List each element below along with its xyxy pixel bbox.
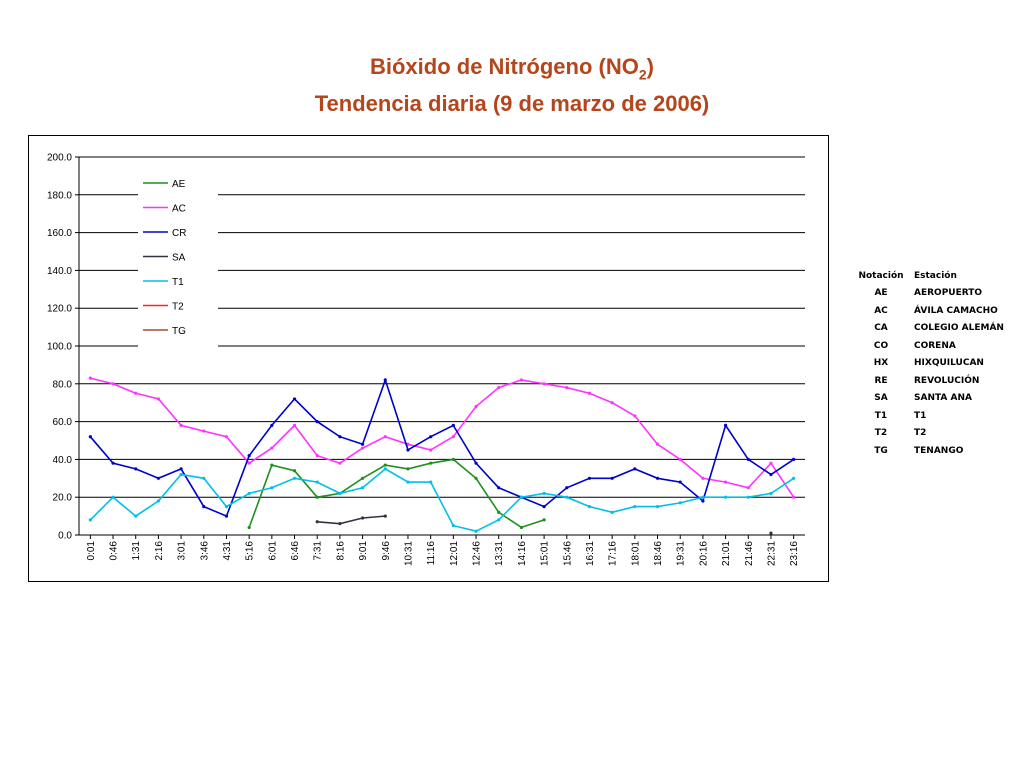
x-tick-label: 7:31 (313, 541, 324, 561)
series-line-ae (248, 458, 545, 529)
legend-label: AC (172, 204, 186, 215)
station-reference-table: Notación Estación AE AEROPUERTO AC ÁVILA C… (850, 267, 1020, 460)
notation-cell: RE (874, 375, 888, 386)
table-row: T1 T1 (850, 407, 1020, 425)
x-tick-label: 12:01 (449, 541, 460, 566)
title-line-1: Bióxido de Nitrógeno (NO2) (369, 54, 654, 83)
table-row: AC ÁVILA CAMACHO (850, 302, 1020, 320)
legend-label: TG (172, 326, 186, 337)
y-tick-label: 60.0 (53, 417, 73, 428)
data-point-sa (769, 531, 773, 535)
notation-cell: TG (874, 445, 888, 456)
notation-cell: T2 (874, 428, 888, 439)
y-tick-label: 0.0 (58, 531, 72, 542)
x-tick-label: 17:16 (608, 541, 619, 566)
y-tick-label: 40.0 (53, 455, 73, 466)
x-tick-label: 10:31 (403, 541, 414, 566)
x-tick-label: 2:16 (154, 541, 165, 561)
table-row: T2 T2 (850, 425, 1020, 443)
header-notation: Notación (858, 270, 904, 281)
x-tick-label: 13:31 (494, 541, 505, 566)
station-cell: AEROPUERTO (914, 288, 983, 299)
x-tick-label: 9:01 (358, 541, 369, 561)
x-tick-label: 22:31 (766, 541, 777, 566)
legend-label: T1 (172, 277, 184, 288)
x-tick-label: 12:46 (472, 541, 483, 566)
station-cell: SANTA ANA (914, 393, 972, 404)
x-tick-label: 23:16 (789, 541, 800, 566)
legend-label: AE (172, 179, 186, 190)
x-tick-label: 0:01 (86, 541, 97, 561)
series-line-sa (317, 515, 386, 525)
y-tick-label: 180.0 (47, 190, 72, 201)
legend-box (138, 169, 218, 347)
x-tick-label: 20:16 (698, 541, 709, 566)
series-line-cr (89, 377, 795, 518)
x-tick-label: 19:31 (676, 541, 687, 566)
notation-cell: CO (873, 340, 889, 351)
x-tick-label: 15:01 (540, 541, 551, 566)
x-tick-label: 9:46 (381, 541, 392, 561)
x-tick-label: 18:01 (630, 541, 641, 566)
x-tick-label: 11:16 (426, 541, 437, 566)
x-tick-label: 5:16 (245, 541, 256, 561)
series-line-ac (90, 377, 795, 498)
y-tick-label: 160.0 (47, 228, 72, 239)
table-row: TG TENANGO (850, 442, 1020, 460)
table-row: CO CORENA (850, 337, 1020, 355)
x-tick-label: 14:16 (517, 541, 528, 566)
notation-cell: AC (874, 305, 888, 316)
station-cell: HIXQUILUCAN (914, 358, 984, 369)
x-tick-label: 16:31 (585, 541, 596, 566)
station-cell: COLEGIO ALEMÁN (914, 323, 1004, 334)
series-line-t1 (89, 467, 795, 533)
x-tick-label: 3:01 (177, 541, 188, 561)
x-tick-label: 4:31 (222, 541, 233, 561)
x-tick-label: 15:46 (562, 541, 573, 566)
table-row: HX HIXQUILUCAN (850, 355, 1020, 373)
x-tick-label: 6:01 (267, 541, 278, 561)
y-tick-label: 200.0 (47, 153, 72, 164)
station-cell: TENANGO (914, 445, 964, 456)
table-row: AE AEROPUERTO (850, 285, 1020, 303)
station-cell: ÁVILA CAMACHO (914, 305, 998, 316)
y-tick-label: 100.0 (47, 342, 72, 353)
station-cell: CORENA (914, 340, 956, 351)
y-tick-label: 120.0 (47, 304, 72, 315)
table-row: RE REVOLUCIÓN (850, 372, 1020, 390)
table-row: CA COLEGIO ALEMÁN (850, 320, 1020, 338)
station-cell: T2 (914, 428, 927, 439)
x-tick-label: 8:16 (335, 541, 346, 561)
notation-cell: CA (874, 323, 888, 334)
station-cell: T1 (914, 410, 927, 421)
legend-label: T2 (172, 302, 184, 313)
y-tick-label: 80.0 (53, 379, 73, 390)
chart-title: Bióxido de Nitrógeno (NO2) Tendencia dia… (0, 52, 1024, 119)
x-tick-label: 21:01 (721, 541, 732, 566)
header-station: Estación (914, 270, 957, 281)
table-row: SA SANTA ANA (850, 390, 1020, 408)
legend-label: CR (172, 228, 186, 239)
chart-plot: 0.0 20.0 40.0 60.0 80.0 100.0 120.0 140.0 160.0 1… (47, 153, 805, 566)
x-tick-label: 21:46 (744, 541, 755, 566)
y-tick-label: 140.0 (47, 266, 72, 277)
x-tick-label: 18:46 (653, 541, 664, 566)
legend-label: SA (172, 253, 186, 264)
station-cell: REVOLUCIÓN (914, 375, 980, 386)
notation-cell: AE (874, 288, 888, 299)
x-tick-label: 0:46 (109, 541, 120, 561)
notation-cell: HX (873, 358, 889, 369)
table-header-row: Notación Estación (850, 267, 1020, 285)
y-tick-label: 20.0 (53, 493, 73, 504)
notation-cell: SA (874, 393, 888, 404)
title-line-2: Tendencia diaria (9 de marzo de 2006) (314, 91, 710, 117)
x-tick-label: 3:46 (199, 541, 210, 561)
notation-cell: T1 (874, 410, 888, 421)
x-tick-label: 6:46 (290, 541, 301, 561)
x-tick-label: 1:31 (131, 541, 142, 561)
